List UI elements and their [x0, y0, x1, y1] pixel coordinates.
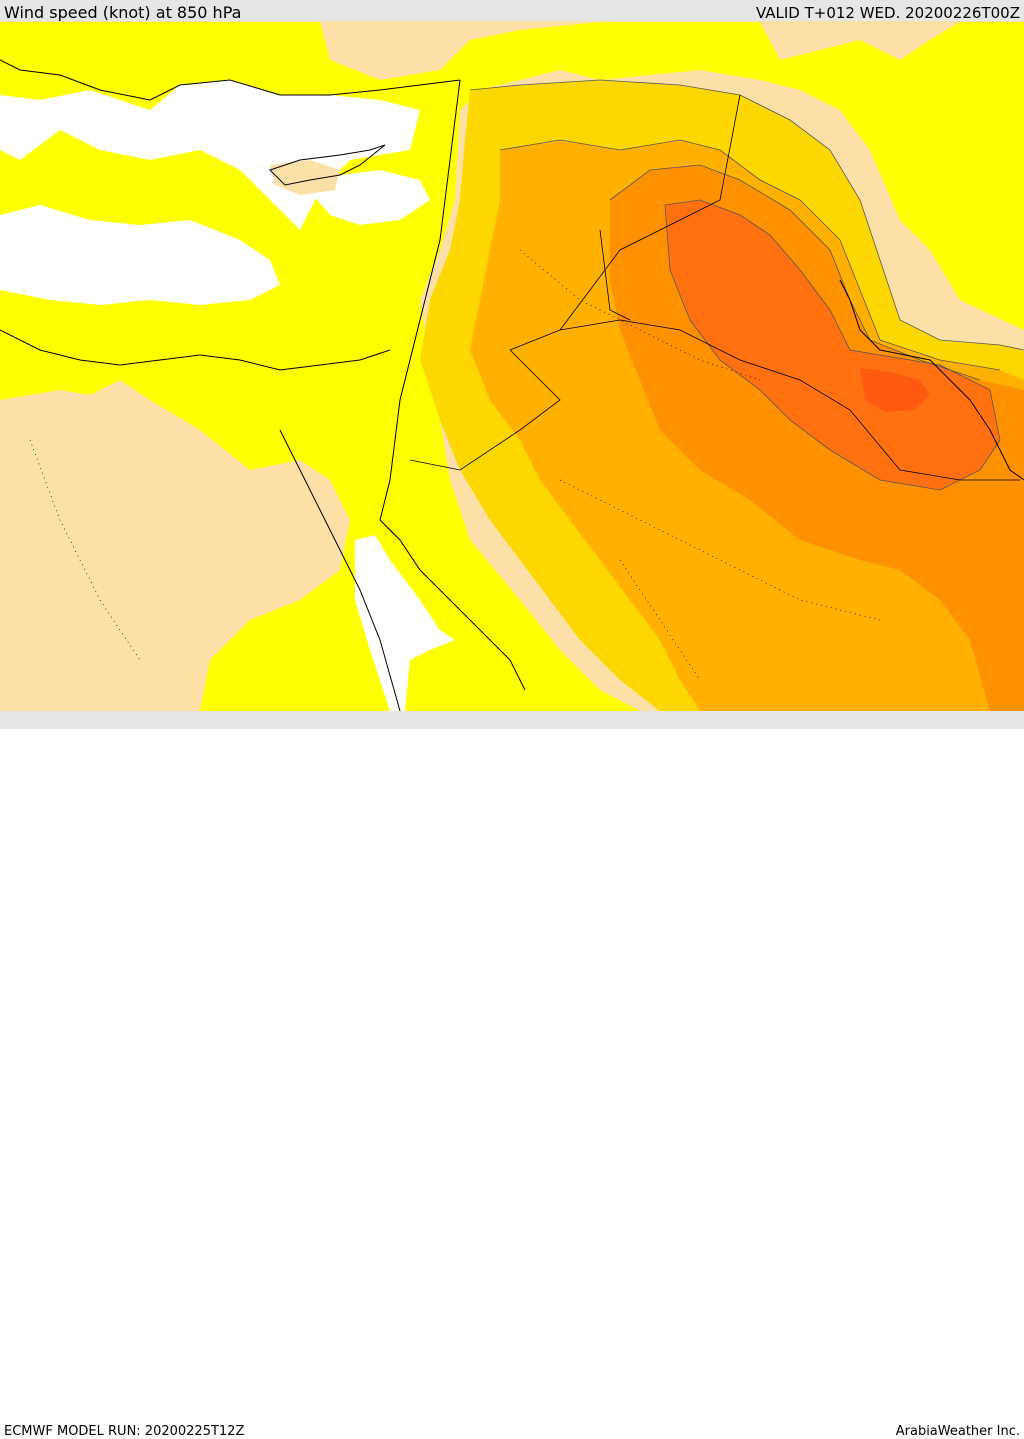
coastline-red-sea-west: [279, 429, 401, 711]
wind-speed-map: [0, 21, 1024, 711]
map-title: Wind speed (knot) at 850 hPa: [4, 3, 242, 22]
valid-time-label: VALID T+012 WED. 20200226T00Z: [755, 4, 1020, 22]
wind-band-white-2: [0, 205, 280, 305]
coastline-gulf: [839, 279, 1024, 481]
header-bar: Wind speed (knot) at 850 hPa VALID T+012…: [0, 0, 1024, 22]
coastline-levant: [379, 79, 461, 521]
province-borders: [29, 249, 881, 681]
coastline-north-africa: [0, 329, 391, 371]
credit-label: ArabiaWeather Inc.: [895, 1424, 1020, 1439]
wind-band-white-redsea: [355, 535, 455, 711]
wind-band-tan-patch: [270, 160, 340, 195]
footer-bar: ECMWF MODEL RUN: 20200225T12Z ArabiaWeat…: [0, 711, 1024, 1439]
coastline-red-sea-east: [379, 519, 526, 691]
contour-lines: [469, 79, 1024, 491]
coastline-cyprus: [269, 144, 386, 186]
wind-band-dark-orange: [665, 200, 1000, 490]
wind-band-tan-patch: [0, 390, 300, 711]
wind-band-core: [860, 368, 930, 412]
model-run-label: ECMWF MODEL RUN: 20200225T12Z: [4, 1424, 245, 1439]
coastline-anatolia: [0, 59, 461, 101]
coastlines: [0, 59, 1024, 711]
wind-band-yellow: [0, 22, 1024, 711]
wind-band-tan-patch: [880, 240, 950, 330]
country-borders: [409, 94, 1020, 481]
